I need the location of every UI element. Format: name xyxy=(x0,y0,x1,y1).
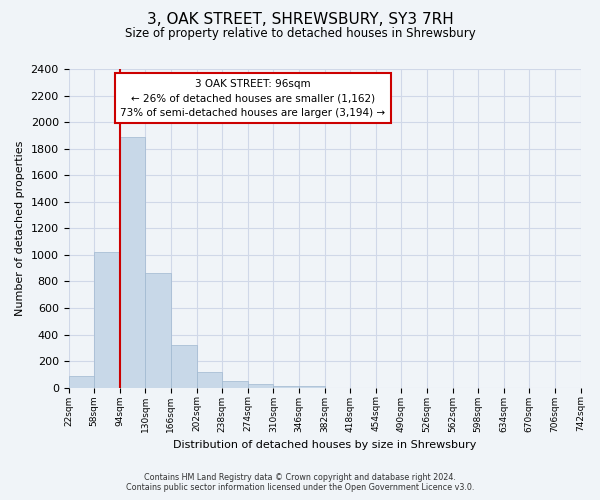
Text: Size of property relative to detached houses in Shrewsbury: Size of property relative to detached ho… xyxy=(125,28,475,40)
Bar xyxy=(222,381,248,388)
Bar xyxy=(197,372,222,388)
Bar xyxy=(94,252,120,388)
Bar xyxy=(68,376,94,388)
Bar xyxy=(248,384,274,388)
Text: 3 OAK STREET: 96sqm
← 26% of detached houses are smaller (1,162)
73% of semi-det: 3 OAK STREET: 96sqm ← 26% of detached ho… xyxy=(120,78,385,118)
Bar xyxy=(171,345,197,388)
Bar xyxy=(120,136,145,388)
Bar xyxy=(145,274,171,388)
Text: 3, OAK STREET, SHREWSBURY, SY3 7RH: 3, OAK STREET, SHREWSBURY, SY3 7RH xyxy=(146,12,454,28)
X-axis label: Distribution of detached houses by size in Shrewsbury: Distribution of detached houses by size … xyxy=(173,440,476,450)
Bar xyxy=(299,386,325,388)
Text: Contains HM Land Registry data © Crown copyright and database right 2024.
Contai: Contains HM Land Registry data © Crown c… xyxy=(126,473,474,492)
Y-axis label: Number of detached properties: Number of detached properties xyxy=(15,140,25,316)
Bar xyxy=(274,386,299,388)
